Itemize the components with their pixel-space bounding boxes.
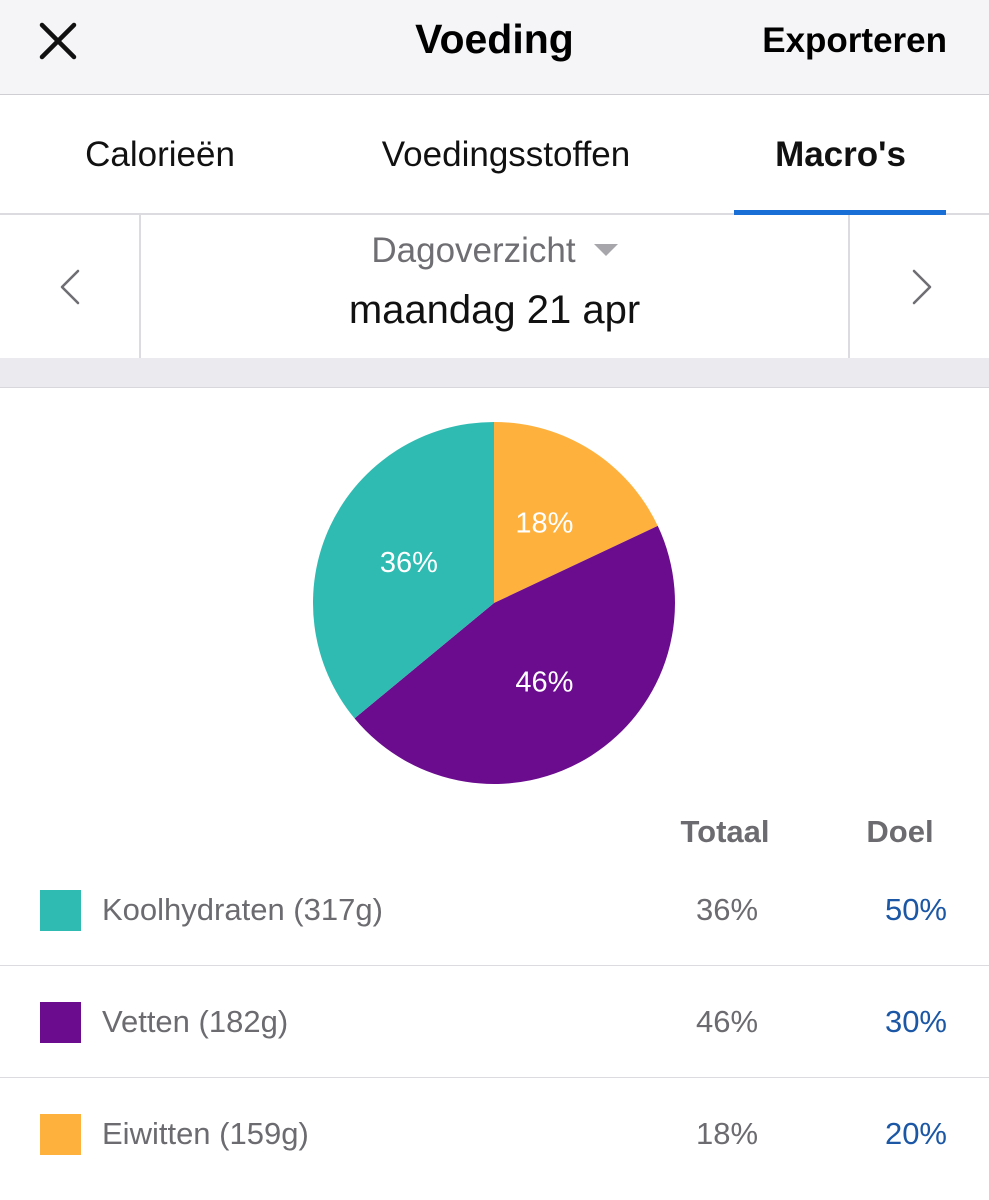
close-icon <box>39 22 77 60</box>
column-header-goal: Doel <box>866 814 934 849</box>
tab-bar: Calorieën Voedingsstoffen Macro's <box>0 95 989 215</box>
current-date: maandag 21 apr <box>348 288 641 332</box>
section-divider <box>0 358 989 388</box>
close-button[interactable] <box>32 14 86 68</box>
pie-label-koolhydraten: 36% <box>380 547 438 579</box>
color-swatch <box>40 1114 81 1155</box>
pie-label-vetten: 46% <box>515 666 573 698</box>
macro-row-protein: Eiwitten (159g) 18% 20% <box>0 1079 989 1190</box>
macro-pie-chart: 18% 46% 36% <box>312 421 676 785</box>
macro-name: Eiwitten (159g) <box>102 1116 309 1151</box>
pie-slice-eiwitten <box>494 422 658 603</box>
active-tab-indicator <box>734 210 946 215</box>
column-header-total: Totaal <box>680 814 770 849</box>
top-bar: Voeding Exporteren <box>0 0 989 95</box>
color-swatch <box>40 1002 81 1043</box>
pie-chart-svg: 18% 46% 36% <box>312 422 675 785</box>
pie-slice-vetten <box>354 525 675 785</box>
macro-row-fat: Vetten (182g) 46% 30% <box>0 967 989 1078</box>
tab-macros[interactable]: Macro's <box>775 135 906 174</box>
macro-total: 46% <box>695 1004 759 1039</box>
tab-nutrients[interactable]: Voedingsstoffen <box>381 135 631 174</box>
macro-name: Koolhydraten (317g) <box>102 892 383 927</box>
macro-goal-link[interactable]: 30% <box>884 1004 947 1039</box>
date-selector: Dagoverzicht maandag 21 apr <box>0 215 989 358</box>
macro-total: 36% <box>695 892 759 927</box>
macro-row-carbs: Koolhydraten (317g) 36% 50% <box>0 855 989 966</box>
next-day-button[interactable] <box>848 215 989 358</box>
period-dropdown[interactable]: Dagoverzicht maandag 21 apr <box>141 215 848 358</box>
chevron-right-icon <box>912 269 932 305</box>
period-label: Dagoverzicht <box>371 231 576 270</box>
chevron-left-icon <box>60 269 80 305</box>
color-swatch <box>40 890 81 931</box>
previous-day-button[interactable] <box>0 215 141 358</box>
pie-slice-koolhydraten <box>312 422 494 719</box>
macro-goal-link[interactable]: 20% <box>884 1116 947 1151</box>
macro-goal-link[interactable]: 50% <box>884 892 947 927</box>
pie-label-eiwitten: 18% <box>515 508 573 540</box>
macro-name: Vetten (182g) <box>102 1004 289 1039</box>
caret-down-icon <box>593 243 618 256</box>
export-button[interactable]: Exporteren <box>762 21 947 60</box>
tab-calories[interactable]: Calorieën <box>85 135 235 174</box>
macro-total: 18% <box>695 1116 759 1151</box>
